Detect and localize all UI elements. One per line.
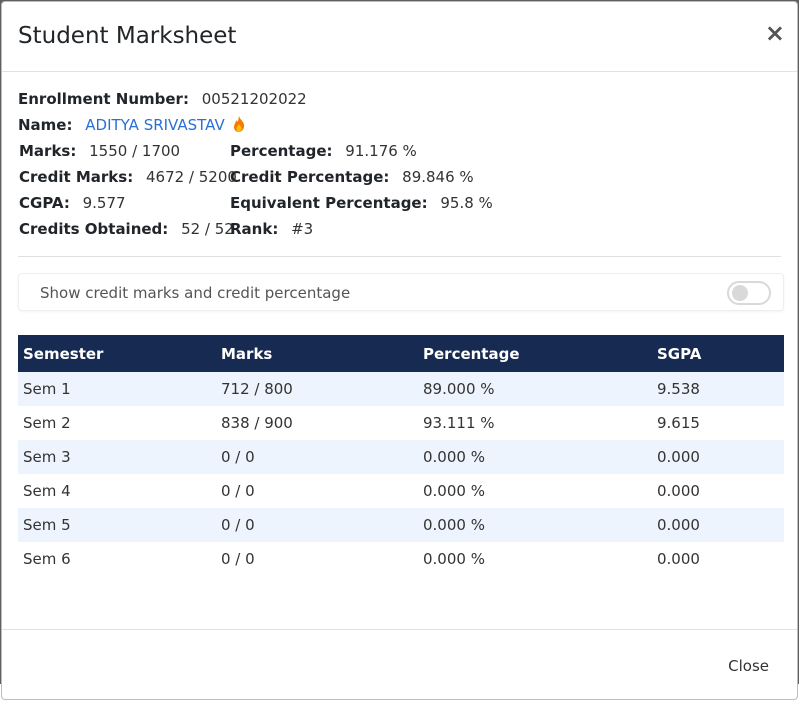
cell-marks: 712 / 800 [221, 380, 293, 398]
credit-marks-label: Credit Marks: [19, 168, 134, 186]
divider [18, 256, 781, 257]
enrollment-line: Enrollment Number: 00521202022 [18, 90, 307, 108]
toggle-knob [732, 285, 748, 301]
cell-marks: 0 / 0 [221, 550, 255, 568]
cell-semester: Sem 1 [23, 380, 71, 398]
credits-obtained-label: Credits Obtained: [19, 220, 169, 238]
enrollment-label: Enrollment Number: [18, 90, 189, 108]
cell-sgpa: 0.000 [657, 448, 700, 466]
cell-sgpa: 0.000 [657, 516, 700, 534]
rank-line: Rank: #3 [230, 220, 313, 238]
header-sgpa: SGPA [657, 344, 702, 363]
table-row: Sem 2 838 / 900 93.111 % 9.615 [18, 406, 784, 440]
table-row: Sem 1 712 / 800 89.000 % 9.538 [18, 372, 784, 406]
modal-title: Student Marksheet [18, 23, 237, 49]
table-row: Sem 5 0 / 0 0.000 % 0.000 [18, 508, 784, 542]
rank-label: Rank: [230, 220, 279, 238]
marks-value: 1550 / 1700 [89, 142, 181, 160]
close-icon[interactable]: × [764, 19, 785, 47]
table-header-row: Semester Marks Percentage SGPA [18, 335, 784, 372]
equivalent-percentage-value: 95.8 % [440, 194, 493, 212]
credit-percentage-label: Credit Percentage: [230, 168, 390, 186]
fire-icon [232, 116, 246, 134]
equivalent-percentage-label: Equivalent Percentage: [230, 194, 428, 212]
modal-footer: Close [2, 629, 797, 699]
percentage-value: 91.176 % [345, 142, 417, 160]
credit-toggle-switch[interactable] [727, 281, 771, 305]
cell-percentage: 0.000 % [423, 516, 485, 534]
credits-obtained-line: Credits Obtained: 52 / 52 [19, 220, 234, 238]
header-percentage: Percentage [423, 344, 520, 363]
percentage-line: Percentage: 91.176 % [230, 142, 417, 160]
cell-percentage: 0.000 % [423, 550, 485, 568]
percentage-label: Percentage: [230, 142, 333, 160]
equivalent-percentage-line: Equivalent Percentage: 95.8 % [230, 194, 493, 212]
modal-header: Student Marksheet × [2, 2, 797, 72]
cell-sgpa: 0.000 [657, 550, 700, 568]
marks-label: Marks: [19, 142, 77, 160]
cell-semester: Sem 5 [23, 516, 71, 534]
credit-percentage-line: Credit Percentage: 89.846 % [230, 168, 474, 186]
cell-sgpa: 9.538 [657, 380, 700, 398]
table-row: Sem 3 0 / 0 0.000 % 0.000 [18, 440, 784, 474]
cell-sgpa: 0.000 [657, 482, 700, 500]
enrollment-value: 00521202022 [201, 90, 307, 108]
cell-semester: Sem 4 [23, 482, 71, 500]
marks-line: Marks: 1550 / 1700 [19, 142, 180, 160]
credits-obtained-value: 52 / 52 [181, 220, 234, 238]
cell-semester: Sem 6 [23, 550, 71, 568]
credit-percentage-value: 89.846 % [402, 168, 474, 186]
cell-marks: 0 / 0 [221, 516, 255, 534]
table-row: Sem 4 0 / 0 0.000 % 0.000 [18, 474, 784, 508]
cell-sgpa: 9.615 [657, 414, 700, 432]
cell-marks: 838 / 900 [221, 414, 293, 432]
close-button[interactable]: Close [728, 657, 769, 675]
credit-marks-value: 4672 / 5200 [145, 168, 237, 186]
header-marks: Marks [221, 344, 273, 363]
cgpa-line: CGPA: 9.577 [19, 194, 126, 212]
cgpa-value: 9.577 [82, 194, 126, 212]
cell-marks: 0 / 0 [221, 482, 255, 500]
cell-marks: 0 / 0 [221, 448, 255, 466]
name-line: Name: ADITYA SRIVASTAV [18, 116, 246, 134]
credit-toggle-label: Show credit marks and credit percentage [40, 284, 351, 302]
cgpa-label: CGPA: [19, 194, 70, 212]
cell-percentage: 0.000 % [423, 482, 485, 500]
rank-value: #3 [291, 220, 314, 238]
cell-percentage: 89.000 % [423, 380, 495, 398]
cell-percentage: 93.111 % [423, 414, 495, 432]
header-semester: Semester [23, 344, 104, 363]
student-name-link[interactable]: ADITYA SRIVASTAV [85, 116, 225, 134]
cell-percentage: 0.000 % [423, 448, 485, 466]
name-label: Name: [18, 116, 73, 134]
credit-toggle-card: Show credit marks and credit percentage [18, 273, 784, 311]
cell-semester: Sem 3 [23, 448, 71, 466]
semester-table: Semester Marks Percentage SGPA Sem 1 712… [18, 335, 784, 576]
table-row: Sem 6 0 / 0 0.000 % 0.000 [18, 542, 784, 576]
credit-marks-line: Credit Marks: 4672 / 5200 [19, 168, 237, 186]
cell-semester: Sem 2 [23, 414, 71, 432]
